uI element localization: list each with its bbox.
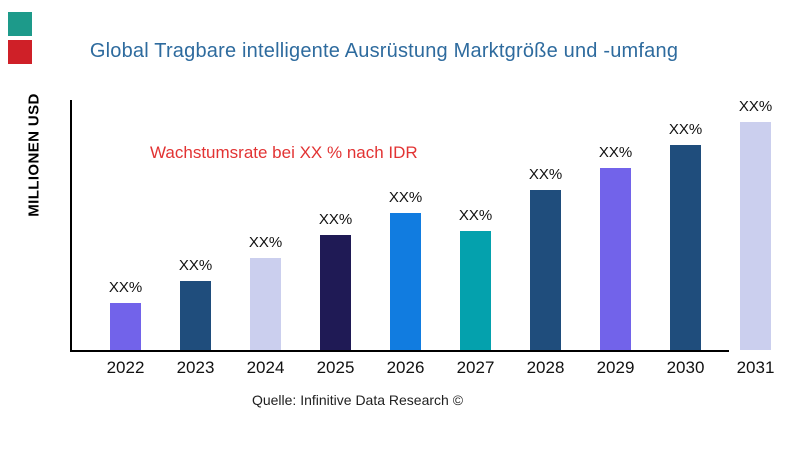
bar-value-label-2025: XX% [318, 211, 353, 228]
x-tick-2022: 2022 [106, 358, 145, 377]
x-tick-2023: 2023 [176, 358, 215, 377]
x-tick-2029: 2029 [596, 358, 635, 377]
bar-2030 [670, 145, 701, 350]
x-axis-line [70, 350, 729, 352]
x-tick-2031: 2031 [736, 358, 775, 377]
bar-value-label-2024: XX% [248, 234, 283, 251]
bar-2028 [530, 190, 561, 350]
y-axis-line [70, 100, 72, 352]
bar-value-label-2028: XX% [528, 166, 563, 183]
growth-annotation: Wachstumsrate bei XX % nach IDR [150, 143, 418, 162]
bar-value-label-2023: XX% [178, 257, 213, 274]
bar-value-label-2029: XX% [598, 144, 633, 161]
y-axis-label: MILLIONEN USD [25, 93, 43, 217]
bar-2026 [390, 213, 421, 350]
bar-2022 [110, 303, 141, 350]
bar-2027 [460, 231, 491, 350]
bar-value-label-2031: XX% [738, 98, 773, 115]
bar-value-label-2022: XX% [108, 279, 143, 296]
bar-value-label-2027: XX% [458, 207, 493, 224]
brand-square-red [8, 40, 32, 64]
x-tick-2028: 2028 [526, 358, 565, 377]
bar-value-label-2026: XX% [388, 189, 423, 206]
brand-square-teal [8, 12, 32, 36]
x-tick-2027: 2027 [456, 358, 495, 377]
bar-2029 [600, 168, 631, 350]
x-tick-2025: 2025 [316, 358, 355, 377]
bar-2024 [250, 258, 281, 350]
x-tick-2026: 2026 [386, 358, 425, 377]
x-tick-2030: 2030 [666, 358, 705, 377]
x-tick-2024: 2024 [246, 358, 285, 377]
bar-2023 [180, 281, 211, 350]
bar-2025 [320, 235, 351, 350]
bar-2031 [740, 122, 771, 350]
bar-value-label-2030: XX% [668, 121, 703, 138]
chart-title: Global Tragbare intelligente Ausrüstung … [89, 40, 679, 62]
source-line: Quelle: Infinitive Data Research © [251, 392, 464, 408]
